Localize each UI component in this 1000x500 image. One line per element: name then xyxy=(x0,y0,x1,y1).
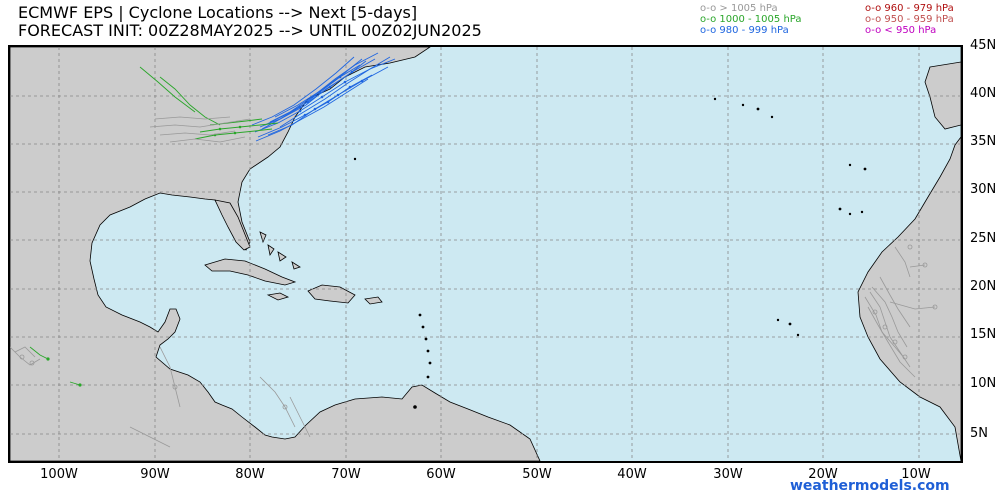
lon-label-50w: 50W xyxy=(522,467,552,482)
lon-label-90w: 90W xyxy=(140,467,170,482)
iberian-peninsula xyxy=(924,61,961,130)
hispaniola xyxy=(307,284,356,304)
map-title: ECMWF EPS | Cyclone Locations --> Next [… xyxy=(18,3,418,22)
legend-entry-950-959: o-o 950 - 959 hPa xyxy=(865,14,954,25)
lat-label-35n: 35N xyxy=(970,134,997,149)
lat-label-20n: 20N xyxy=(970,279,997,294)
lat-label-30n: 30N xyxy=(970,182,997,197)
north-america-landmass xyxy=(10,47,541,461)
africa-landmass xyxy=(857,47,961,461)
lat-label-15n: 15N xyxy=(970,327,997,342)
lon-label-80w: 80W xyxy=(235,467,265,482)
legend-entry-960-979: o-o 960 - 979 hPa xyxy=(865,3,954,14)
lon-label-100w: 100W xyxy=(40,467,78,482)
lon-label-70w: 70W xyxy=(331,467,361,482)
lat-label-45n: 45N xyxy=(970,38,997,53)
lon-label-40w: 40W xyxy=(617,467,647,482)
jamaica xyxy=(266,292,290,301)
lat-label-25n: 25N xyxy=(970,231,997,246)
lon-label-20w: 20W xyxy=(808,467,838,482)
legend-left: o-o > 1005 hPa o-o 1000 - 1005 hPa o-o 9… xyxy=(700,3,801,36)
lat-label-10n: 10N xyxy=(970,376,997,391)
cyclone-track-points-980-999 xyxy=(298,70,364,117)
lat-label-40n: 40N xyxy=(970,86,997,101)
lesser-antilles xyxy=(413,313,432,409)
lat-label-5n: 5N xyxy=(970,426,988,441)
atlantic-small-islands xyxy=(353,97,867,337)
legend-right: o-o 960 - 979 hPa o-o 950 - 959 hPa o-o … xyxy=(865,3,954,36)
cyclone-tracks-gt-1005 xyxy=(10,116,936,448)
forecast-init-line: FORECAST INIT: 00Z28MAY2025 --> UNTIL 00… xyxy=(18,21,482,40)
lon-label-30w: 30W xyxy=(713,467,743,482)
map-frame[interactable] xyxy=(8,45,963,463)
lon-label-60w: 60W xyxy=(426,467,456,482)
map-canvas[interactable] xyxy=(10,47,961,461)
florida-peninsula xyxy=(214,199,251,251)
credit-link[interactable]: weathermodels.com xyxy=(790,478,950,494)
bahamas xyxy=(259,231,301,270)
cyclone-track-points-1000-1005 xyxy=(46,125,242,387)
legend-entry-980-999: o-o 980 - 999 hPa xyxy=(700,25,789,36)
graticule xyxy=(10,47,961,461)
puerto-rico xyxy=(364,296,383,305)
cyclone-track-points-gt-1005 xyxy=(19,244,938,410)
legend-entry-gt-1005: o-o > 1005 hPa xyxy=(700,3,778,14)
legend-entry-1000-1005: o-o 1000 - 1005 hPa xyxy=(700,14,802,25)
legend-entry-lt-950: o-o < 950 hPa xyxy=(865,25,937,36)
lon-label-10w: 10W xyxy=(901,467,931,482)
